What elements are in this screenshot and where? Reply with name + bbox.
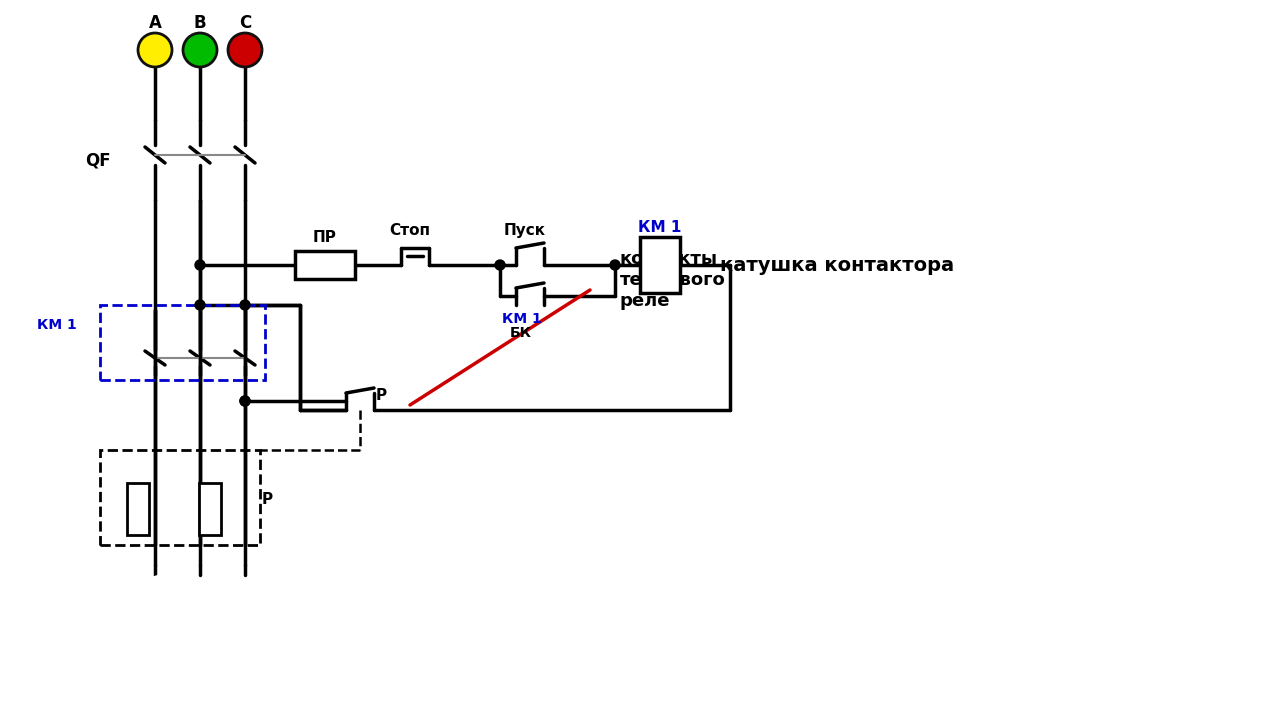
- Text: Стоп: Стоп: [389, 222, 430, 238]
- Circle shape: [495, 260, 506, 270]
- Circle shape: [195, 260, 205, 270]
- Circle shape: [195, 300, 205, 310]
- Text: БК: БК: [509, 326, 532, 340]
- Bar: [294, 251, 355, 279]
- Text: Р: Р: [262, 492, 273, 508]
- Text: C: C: [239, 14, 251, 32]
- Circle shape: [138, 33, 172, 67]
- Text: М: М: [160, 611, 179, 629]
- Circle shape: [241, 396, 250, 406]
- Text: QF: QF: [84, 151, 110, 169]
- Circle shape: [183, 33, 218, 67]
- Text: Р: Р: [376, 387, 387, 402]
- Bar: [100, 450, 260, 545]
- Text: A: A: [148, 14, 161, 32]
- Text: КМ 1: КМ 1: [502, 312, 541, 326]
- Circle shape: [125, 575, 215, 665]
- Text: ПР: ПР: [314, 230, 337, 245]
- Text: КМ 1: КМ 1: [37, 318, 77, 332]
- Bar: [640, 237, 680, 293]
- Circle shape: [241, 396, 250, 406]
- Circle shape: [241, 300, 250, 310]
- Circle shape: [611, 260, 620, 270]
- Bar: [100, 305, 265, 380]
- Text: контакты
теплового
реле: контакты теплового реле: [620, 251, 726, 310]
- Bar: [198, 483, 221, 535]
- Text: Пуск: Пуск: [504, 222, 547, 238]
- Bar: [127, 483, 148, 535]
- Text: катушка контактора: катушка контактора: [719, 256, 954, 274]
- Text: B: B: [193, 14, 206, 32]
- Text: КМ 1: КМ 1: [639, 220, 682, 235]
- Circle shape: [228, 33, 262, 67]
